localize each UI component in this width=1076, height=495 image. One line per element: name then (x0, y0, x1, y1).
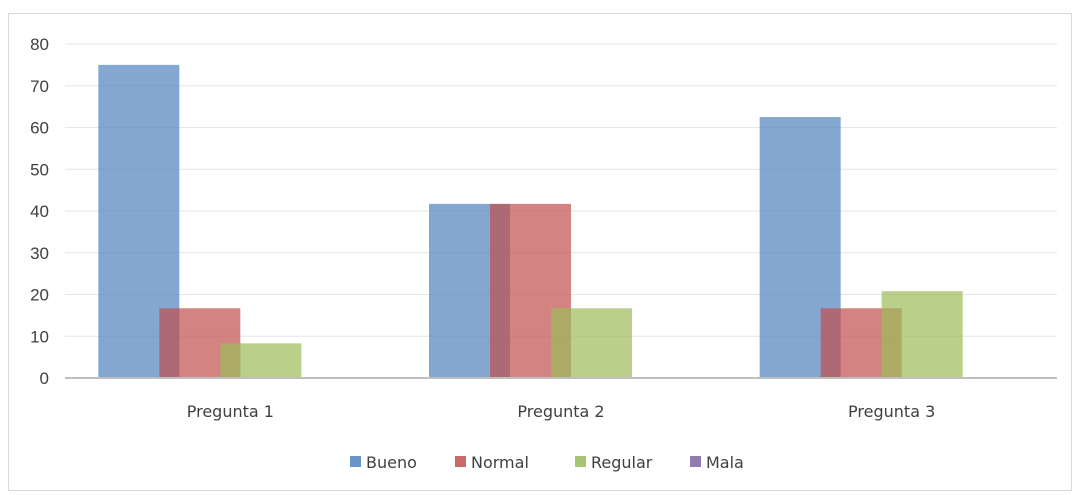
legend-label-bueno: Bueno (366, 453, 417, 472)
y-tick-label: 30 (30, 244, 49, 263)
legend: Bueno Normal Regular Mala (350, 453, 744, 472)
legend-swatch-bueno (350, 456, 361, 467)
y-tick-label: 50 (30, 160, 49, 179)
legend-label-mala: Mala (706, 453, 744, 472)
x-category-label: Pregunta 3 (848, 402, 935, 421)
y-tick-label: 80 (30, 35, 49, 54)
bar-regular-pregunta-1 (220, 343, 302, 378)
x-axis: Pregunta 1 Pregunta 2 Pregunta 3 (65, 377, 1057, 421)
y-tick-label: 70 (30, 77, 49, 96)
legend-swatch-mala (690, 456, 701, 467)
bar-regular-pregunta-2 (551, 308, 632, 378)
y-tick-label: 10 (30, 327, 49, 346)
legend-swatch-regular (575, 456, 586, 467)
y-tick-label: 40 (30, 202, 49, 221)
y-axis-ticks: 0 10 20 30 40 50 60 70 80 (30, 35, 49, 388)
bars (98, 64, 963, 378)
legend-label-regular: Regular (591, 453, 653, 472)
x-category-label: Pregunta 1 (187, 402, 274, 421)
y-tick-label: 20 (30, 286, 49, 305)
x-category-label: Pregunta 2 (517, 402, 604, 421)
bar-regular-pregunta-3 (881, 291, 963, 378)
legend-label-normal: Normal (471, 453, 529, 472)
legend-swatch-normal (455, 456, 466, 467)
y-tick-label: 0 (40, 369, 49, 388)
y-tick-label: 60 (30, 119, 49, 138)
